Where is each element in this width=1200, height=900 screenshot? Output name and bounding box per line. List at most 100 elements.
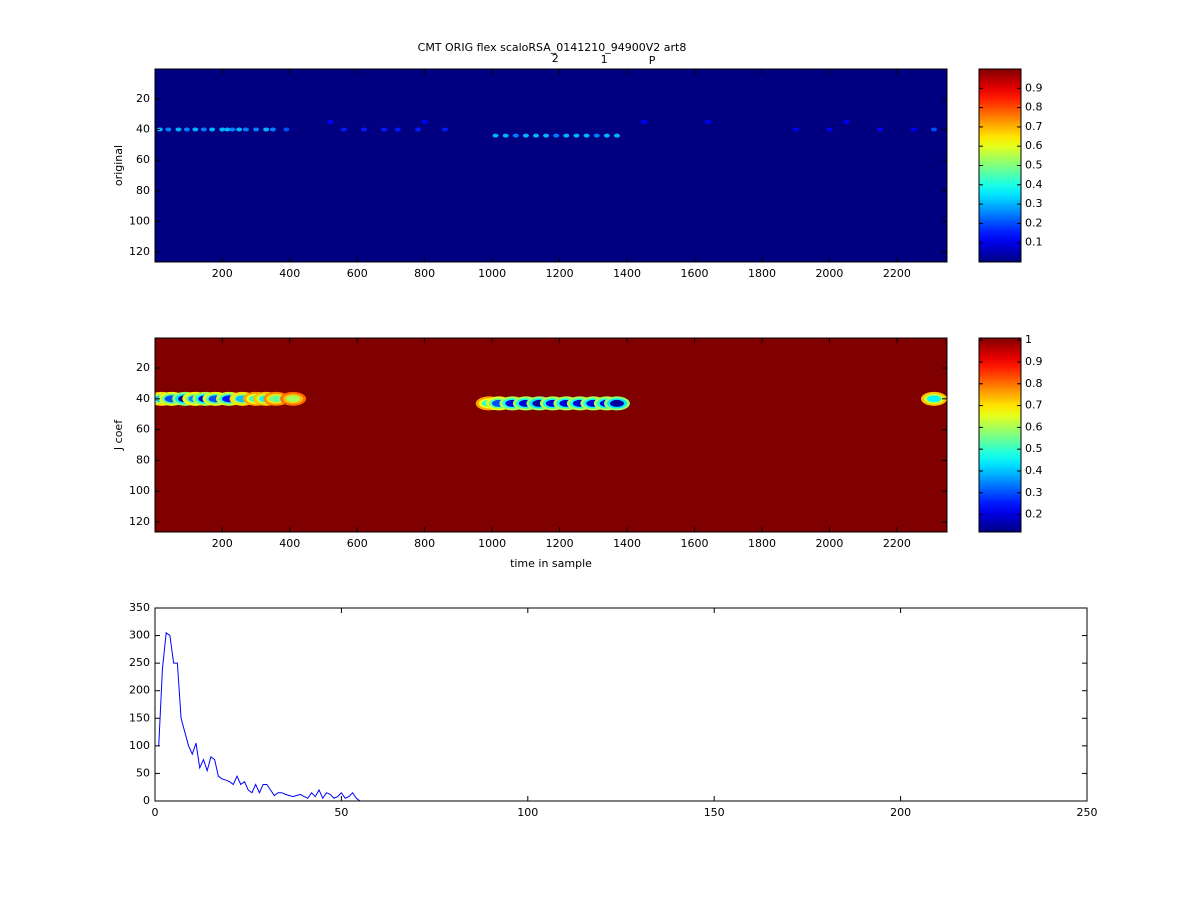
spot bbox=[421, 119, 428, 124]
spot bbox=[583, 133, 590, 138]
colorbar-tick-label: 0.2 bbox=[1025, 216, 1043, 229]
spot bbox=[242, 127, 249, 132]
colorbar-tick-label: 0.9 bbox=[1025, 355, 1043, 368]
colorbar-tick-label: 0.4 bbox=[1025, 464, 1043, 477]
annotation: 1 bbox=[601, 53, 608, 66]
colorbar-tick-label: 0.6 bbox=[1025, 139, 1043, 152]
y-axis-label: original bbox=[112, 145, 125, 186]
x-tick-label: 800 bbox=[414, 537, 435, 550]
x-tick-label: 200 bbox=[890, 806, 911, 819]
y-tick-label: 150 bbox=[129, 711, 150, 724]
axes: 0 50 100 150 200 250 0 50 100 150 200 250 300 350 bbox=[129, 601, 1098, 819]
spot bbox=[613, 133, 620, 138]
spot bbox=[512, 133, 519, 138]
colorbar-tick-label: 0.8 bbox=[1025, 377, 1043, 390]
y-tick-label: 200 bbox=[129, 684, 150, 697]
spot bbox=[603, 133, 610, 138]
colorbar bbox=[978, 337, 1022, 533]
plot-area bbox=[155, 69, 947, 262]
x-tick-label: 2200 bbox=[883, 537, 911, 550]
y-tick-label: 20 bbox=[136, 361, 150, 374]
spot bbox=[927, 395, 942, 403]
x-tick-label: 200 bbox=[212, 537, 233, 550]
colorbar-tick-label: 0.9 bbox=[1025, 81, 1043, 94]
spot bbox=[283, 127, 290, 132]
axes-frame bbox=[154, 68, 948, 263]
spot bbox=[563, 133, 570, 138]
spot bbox=[286, 395, 301, 403]
spot bbox=[327, 119, 334, 124]
spot bbox=[593, 133, 600, 138]
y-tick-label: 250 bbox=[129, 656, 150, 669]
spot bbox=[792, 127, 799, 132]
y-tick-label: 50 bbox=[136, 766, 150, 779]
y-tick-label: 80 bbox=[136, 184, 150, 197]
x-tick-label: 600 bbox=[347, 267, 368, 280]
axes-frame bbox=[154, 337, 948, 533]
colorbar-tick-label: 0.7 bbox=[1025, 399, 1043, 412]
x-tick-label: 1800 bbox=[748, 267, 776, 280]
x-tick-label: 50 bbox=[334, 806, 348, 819]
x-axis-label: time in sample bbox=[510, 557, 592, 570]
x-tick-label: 100 bbox=[517, 806, 538, 819]
x-tick-label: 1400 bbox=[613, 267, 641, 280]
axes: 0.1 0.2 0.3 0.4 0.5 0.6 0.7 0.8 0.9 200 400 600 800 1… bbox=[112, 52, 1043, 280]
spot bbox=[381, 127, 388, 132]
axes-frame bbox=[154, 607, 1088, 802]
annotation: 2 bbox=[552, 52, 559, 65]
spot bbox=[219, 127, 226, 132]
x-tick-label: 1200 bbox=[546, 537, 574, 550]
x-tick-label: 400 bbox=[279, 267, 300, 280]
spot bbox=[263, 127, 270, 132]
x-tick-label: 2200 bbox=[883, 267, 911, 280]
colorbar-tick-label: 0.3 bbox=[1025, 197, 1043, 210]
spot bbox=[705, 119, 712, 124]
spot bbox=[492, 133, 499, 138]
y-tick-label: 350 bbox=[129, 601, 150, 614]
spot bbox=[224, 127, 231, 132]
spot bbox=[640, 119, 647, 124]
spot bbox=[192, 127, 199, 132]
spot bbox=[553, 133, 560, 138]
spot bbox=[340, 127, 347, 132]
spot bbox=[522, 133, 529, 138]
colorbar-tick-label: 0.5 bbox=[1025, 159, 1043, 172]
y-tick-label: 40 bbox=[136, 123, 150, 136]
annotation: P bbox=[649, 54, 656, 67]
spot bbox=[236, 127, 243, 132]
y-tick-label: 60 bbox=[136, 153, 150, 166]
spot bbox=[441, 127, 448, 132]
chart-title: CMT ORIG flex scaloRSA_0141210_94900V2 a… bbox=[418, 41, 687, 54]
colorbar-tick-label: 0.3 bbox=[1025, 486, 1043, 499]
x-tick-label: 2000 bbox=[815, 267, 843, 280]
plot-area bbox=[155, 338, 947, 532]
spot bbox=[573, 133, 580, 138]
spot bbox=[360, 127, 367, 132]
spot bbox=[200, 127, 207, 132]
spot bbox=[253, 127, 260, 132]
spot bbox=[183, 127, 190, 132]
heatmap-background bbox=[155, 338, 947, 532]
y-axis-label: J coef bbox=[112, 419, 125, 451]
colorbar-tick-label: 1 bbox=[1025, 333, 1032, 346]
line-series bbox=[158, 631, 361, 801]
spot bbox=[269, 395, 284, 403]
x-tick-label: 150 bbox=[704, 806, 725, 819]
colorbar bbox=[978, 68, 1022, 263]
heatmap-background bbox=[155, 69, 947, 262]
spot bbox=[826, 127, 833, 132]
x-tick-label: 1600 bbox=[681, 537, 709, 550]
y-tick-label: 60 bbox=[136, 423, 150, 436]
spot bbox=[229, 127, 236, 132]
y-tick-label: 100 bbox=[129, 739, 150, 752]
y-tick-label: 40 bbox=[136, 392, 150, 405]
colorbar-tick-label: 0.4 bbox=[1025, 178, 1043, 191]
spot bbox=[502, 133, 509, 138]
y-tick-label: 300 bbox=[129, 629, 150, 642]
x-tick-label: 250 bbox=[1077, 806, 1098, 819]
spot bbox=[910, 127, 917, 132]
spot bbox=[931, 127, 938, 132]
spot bbox=[394, 127, 401, 132]
x-tick-label: 0 bbox=[152, 806, 159, 819]
